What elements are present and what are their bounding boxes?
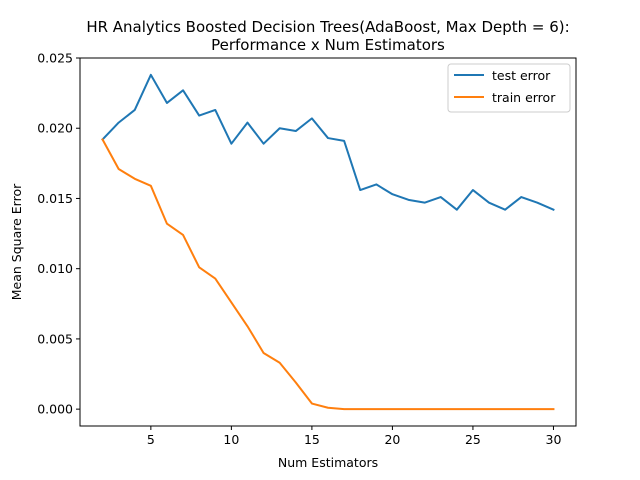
y-tick-label: 0.020: [37, 121, 73, 136]
series-line-train-error: [101, 138, 555, 411]
legend-label-test-error: test error: [492, 68, 551, 83]
x-tick-label: 5: [147, 432, 155, 447]
series-layer: [101, 73, 555, 411]
x-tick-label: 15: [304, 432, 320, 447]
y-tick-label: 0.000: [37, 402, 73, 417]
y-tick-label: 0.010: [37, 261, 73, 276]
x-tick-label: 30: [546, 432, 562, 447]
legend: test error train error: [447, 63, 571, 113]
y-tick-label: 0.025: [37, 51, 73, 66]
y-tick-label: 0.005: [37, 331, 73, 346]
legend-label-train-error: train error: [492, 90, 556, 105]
x-tick-label: 25: [465, 432, 481, 447]
y-tick-label: 0.015: [37, 191, 73, 206]
x-axis: 5 10 15 20 25 30: [147, 426, 562, 447]
chart-title: HR Analytics Boosted Decision Trees(AdaB…: [86, 18, 569, 36]
y-axis: 0.000 0.005 0.010 0.015 0.020 0.025: [37, 51, 80, 417]
plot-frame: [79, 57, 577, 427]
x-tick-label: 10: [223, 432, 239, 447]
chart-subtitle: Performance x Num Estimators: [211, 36, 445, 54]
y-axis-label: Mean Square Error: [9, 183, 24, 300]
x-axis-label: Num Estimators: [278, 455, 378, 470]
x-tick-label: 20: [384, 432, 400, 447]
